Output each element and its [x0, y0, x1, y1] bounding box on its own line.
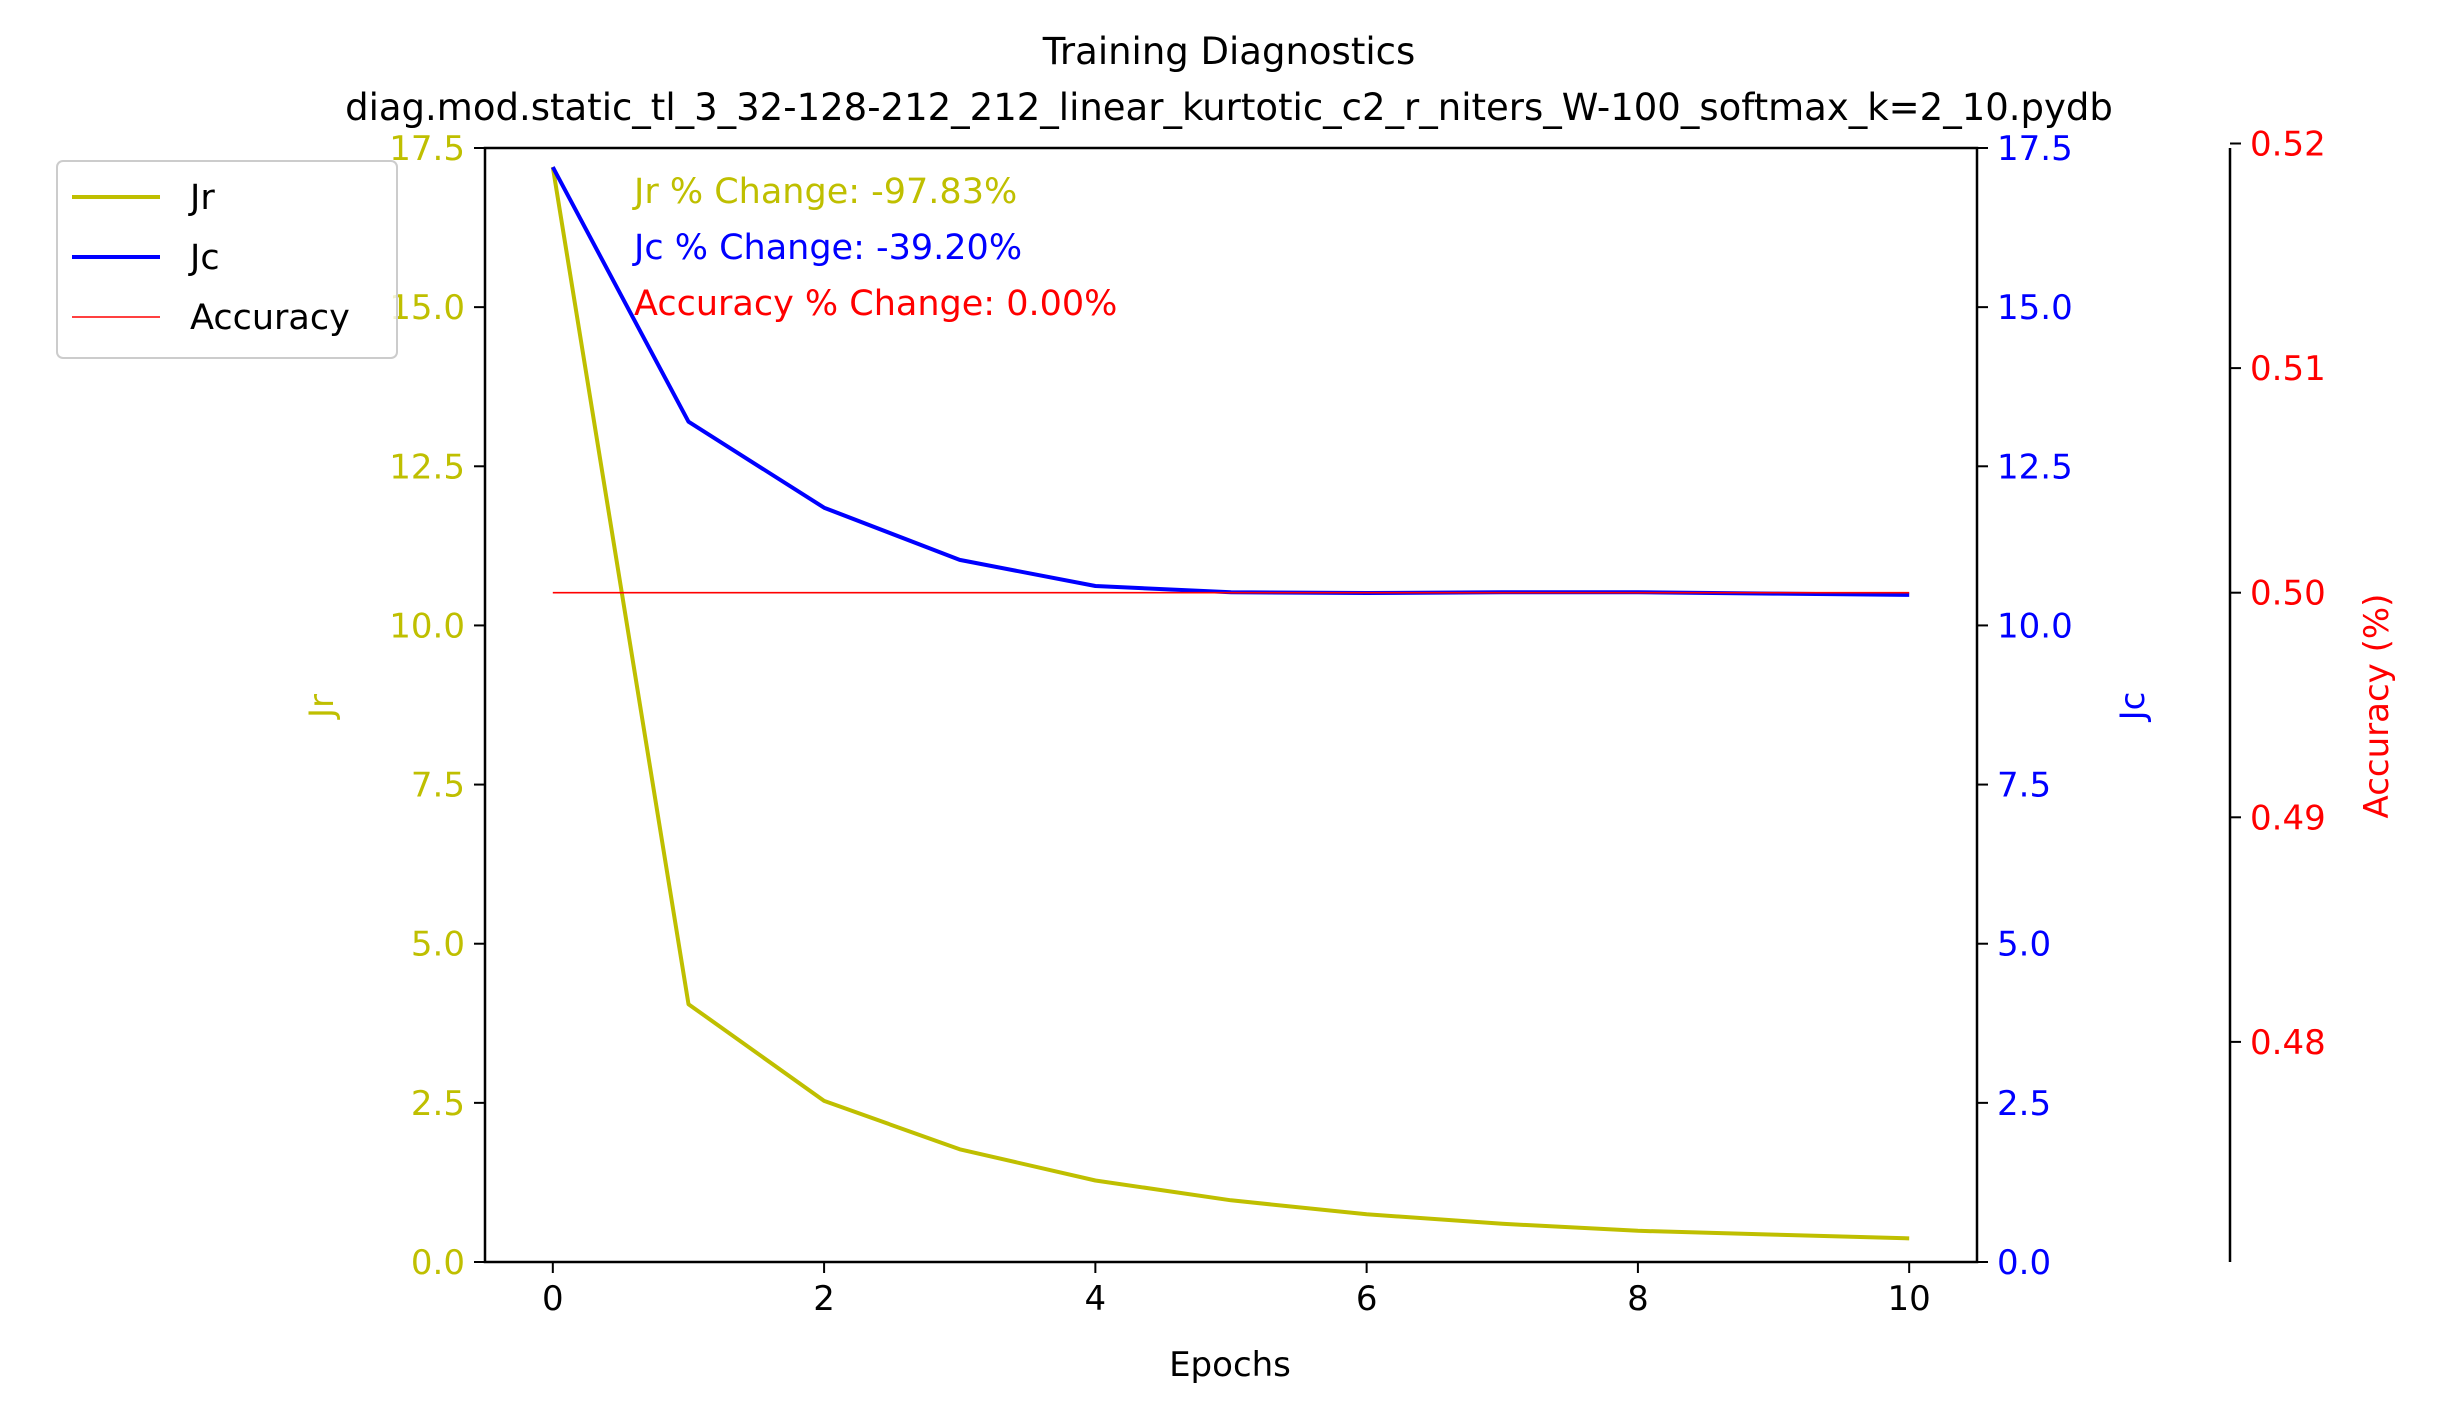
change-annotation: Jc % Change: -39.20% — [632, 228, 1022, 268]
right2-axis-label: Accuracy (%) — [2357, 594, 2397, 819]
left-tick-label: 10.0 — [389, 606, 465, 646]
legend-label: Jr — [188, 178, 215, 218]
right2-tick-label: 0.49 — [2250, 798, 2326, 838]
right2-tick-label: 0.50 — [2250, 574, 2326, 614]
right-tick-label: 5.0 — [1997, 925, 2051, 965]
axes-layer: 0 2 4 6 8 10 0.0 2.5 5.0 7.5 10.0 12.5 15.0 17.5 0.0 2.… — [389, 125, 2325, 1319]
right-tick-label: 17.5 — [1997, 129, 2073, 169]
left-tick-label: 17.5 — [389, 129, 465, 169]
legend-box — [56, 160, 398, 359]
right-tick-label: 7.5 — [1997, 766, 2051, 806]
right-tick-label: 2.5 — [1997, 1084, 2051, 1124]
change-annotation: Jr % Change: -97.83% — [632, 172, 1017, 212]
chart-subtitle: diag.mod.static_tl_3_32-128-212_212_line… — [345, 86, 2113, 129]
right-tick-label: 15.0 — [1997, 288, 2073, 328]
series-layer — [550, 166, 1910, 1241]
right2-tick-label: 0.52 — [2250, 125, 2326, 165]
series-line-jr — [550, 166, 1910, 1241]
right2-tick-label: 0.51 — [2250, 349, 2326, 389]
right2-tick-label: 0.48 — [2250, 1023, 2326, 1063]
annotation-layer: Jr % Change: -97.83% Jc % Change: -39.20%… — [632, 172, 1117, 324]
left-tick-label: 0.0 — [411, 1243, 465, 1283]
x-tick-label: 10 — [1888, 1279, 1931, 1319]
right-tick-label: 0.0 — [1997, 1243, 2051, 1283]
left-tick-label: 12.5 — [389, 447, 465, 487]
chart-title: Training Diagnostics — [1042, 30, 1415, 73]
plot-frame — [483, 146, 1979, 1264]
x-tick-label: 4 — [1085, 1279, 1107, 1319]
legend: Jr Jc Accuracy — [56, 160, 398, 359]
x-axis-label: Epochs — [1169, 1345, 1291, 1385]
x-tick-label: 2 — [813, 1279, 835, 1319]
left-tick-label: 5.0 — [411, 925, 465, 965]
left-tick-label: 2.5 — [411, 1084, 465, 1124]
change-annotation: Accuracy % Change: 0.00% — [634, 284, 1117, 324]
left-axis-label: Jr — [302, 694, 342, 720]
left-tick-label: 15.0 — [389, 288, 465, 328]
legend-label: Accuracy — [190, 298, 350, 338]
x-tick-label: 0 — [542, 1279, 564, 1319]
left-tick-label: 7.5 — [411, 766, 465, 806]
right-tick-label: 12.5 — [1997, 447, 2073, 487]
right-axis-label: Jc — [2113, 692, 2153, 723]
right-tick-label: 10.0 — [1997, 606, 2073, 646]
x-tick-label: 8 — [1627, 1279, 1649, 1319]
legend-label: Jc — [188, 238, 220, 278]
x-tick-label: 6 — [1356, 1279, 1378, 1319]
